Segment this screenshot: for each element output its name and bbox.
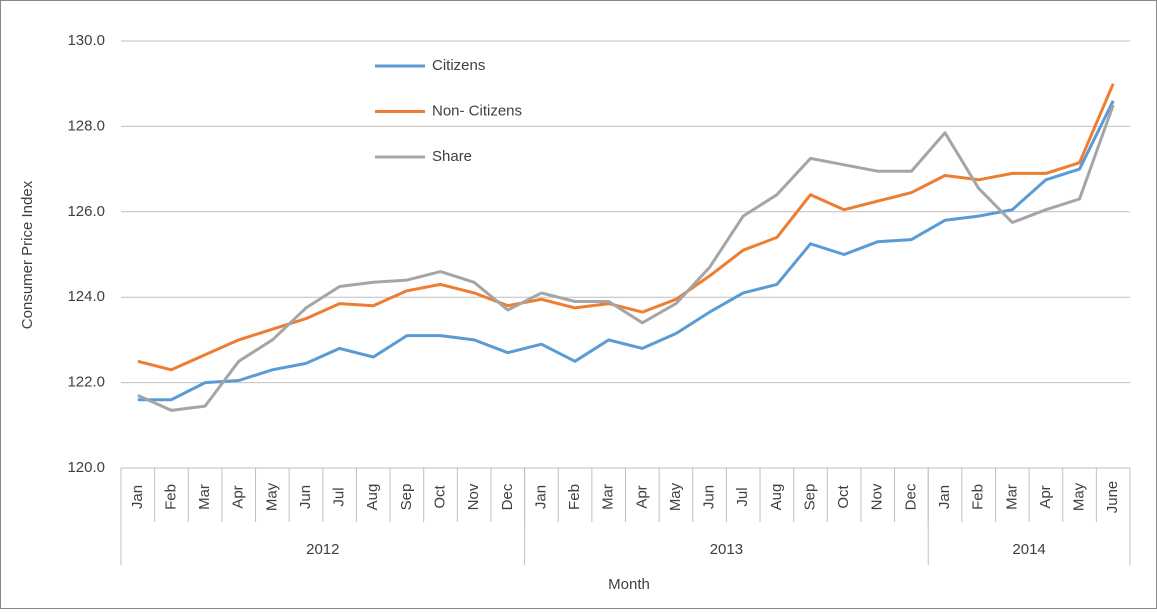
x-tick-label: Dec: [499, 483, 516, 510]
x-tick-label: Apr: [633, 485, 650, 508]
x-tick-label: Apr: [230, 485, 247, 508]
x-tick-label: Jan: [129, 485, 146, 509]
y-tick-label: 128.0: [67, 117, 105, 134]
x-group-label: 2013: [710, 541, 743, 558]
x-tick-label: May: [667, 482, 684, 511]
x-group-label: 2012: [306, 541, 339, 558]
x-tick-label: Feb: [566, 484, 583, 510]
x-group-label: 2014: [1012, 541, 1045, 558]
x-tick-label: May: [263, 482, 280, 511]
x-tick-label: Sep: [398, 484, 415, 511]
x-tick-label: Jan: [936, 485, 953, 509]
x-tick-label: Aug: [364, 484, 381, 511]
x-tick-label: June: [1104, 481, 1121, 514]
x-tick-label: Sep: [801, 484, 818, 511]
x-tick-label: Jun: [701, 485, 718, 509]
x-tick-label: May: [1071, 482, 1088, 511]
legend-label: Citizens: [432, 57, 485, 74]
y-tick-label: 122.0: [67, 374, 105, 391]
x-axis-label: Month: [608, 576, 650, 593]
x-tick-label: Feb: [970, 484, 987, 510]
x-tick-label: Dec: [902, 483, 919, 510]
x-tick-label: Mar: [1003, 484, 1020, 510]
x-tick-label: Aug: [768, 484, 785, 511]
legend-label: Non- Citizens: [432, 102, 522, 119]
x-tick-label: Oct: [431, 485, 448, 509]
y-tick-label: 126.0: [67, 203, 105, 220]
x-tick-label: Jan: [532, 485, 549, 509]
y-axis-label: Consumer Price Index: [19, 180, 36, 329]
series-line: [137, 83, 1115, 372]
x-tick-label: Jul: [734, 487, 751, 506]
x-tick-label: Oct: [835, 485, 852, 509]
legend-label: Share: [432, 148, 472, 165]
y-tick-label: 124.0: [67, 288, 105, 305]
x-tick-label: Apr: [1037, 485, 1054, 508]
y-tick-label: 130.0: [67, 32, 105, 49]
x-tick-label: Mar: [600, 484, 617, 510]
x-tick-label: Jun: [297, 485, 314, 509]
series-line: [137, 104, 1115, 412]
y-tick-label: 120.0: [67, 459, 105, 476]
series-line: [137, 100, 1115, 402]
x-tick-label: Mar: [196, 484, 213, 510]
x-tick-label: Nov: [465, 483, 482, 510]
x-tick-label: Nov: [869, 483, 886, 510]
x-tick-label: Feb: [162, 484, 179, 510]
x-tick-label: Jul: [331, 487, 348, 506]
